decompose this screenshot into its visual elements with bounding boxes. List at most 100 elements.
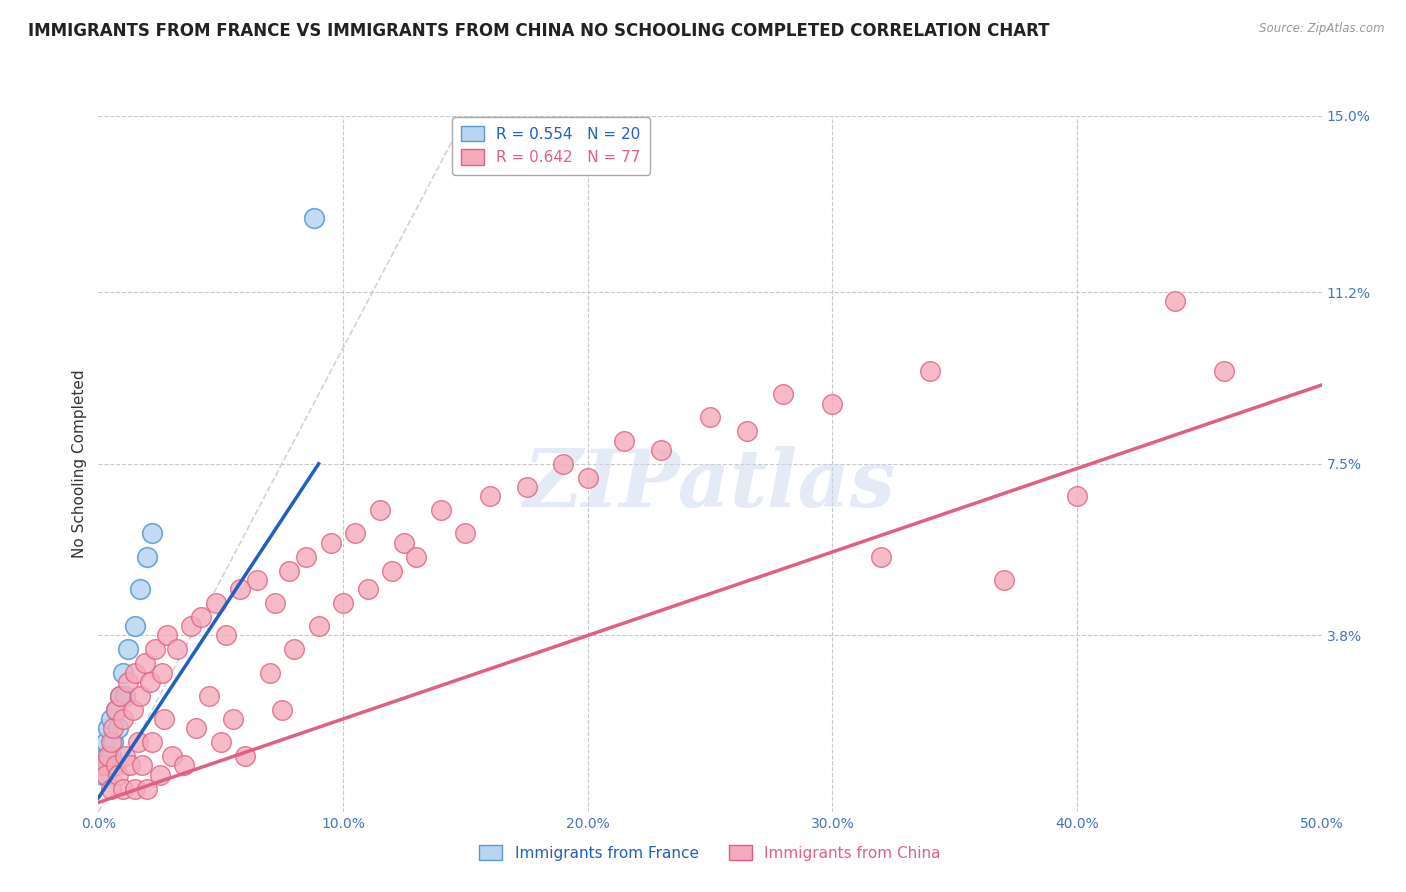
Point: [278, 564, 301, 578]
Point: [107, 721, 129, 735]
Point: [114, 749, 136, 764]
Point: [121, 703, 143, 717]
Point: [90, 758, 112, 772]
Point: [295, 549, 318, 564]
Point: [129, 689, 152, 703]
Point: [97, 721, 120, 735]
Point: [160, 749, 183, 764]
Point: [100, 735, 122, 749]
Point: [131, 758, 153, 772]
Point: [613, 434, 636, 448]
Point: [197, 689, 219, 703]
Point: [699, 410, 721, 425]
Point: [94, 767, 117, 781]
Point: [110, 689, 132, 703]
Point: [356, 582, 378, 596]
Point: [920, 364, 942, 378]
Point: [94, 735, 117, 749]
Point: [478, 489, 501, 503]
Point: [392, 535, 416, 549]
Point: [430, 503, 453, 517]
Point: [190, 610, 212, 624]
Point: [222, 712, 245, 726]
Point: [111, 781, 134, 796]
Point: [129, 582, 152, 596]
Legend: Immigrants from France, Immigrants from China: Immigrants from France, Immigrants from …: [474, 838, 946, 867]
Point: [246, 573, 269, 587]
Text: ZIPatlas: ZIPatlas: [524, 446, 896, 524]
Point: [124, 619, 146, 633]
Point: [104, 703, 127, 717]
Point: [166, 642, 188, 657]
Point: [1164, 294, 1187, 309]
Point: [454, 526, 477, 541]
Point: [111, 712, 134, 726]
Text: Source: ZipAtlas.com: Source: ZipAtlas.com: [1260, 22, 1385, 36]
Point: [233, 749, 256, 764]
Point: [368, 503, 391, 517]
Point: [283, 642, 305, 657]
Point: [143, 642, 166, 657]
Point: [576, 471, 599, 485]
Point: [94, 749, 117, 764]
Point: [101, 721, 124, 735]
Point: [124, 665, 146, 680]
Point: [136, 549, 159, 564]
Point: [97, 758, 120, 772]
Point: [120, 758, 142, 772]
Point: [553, 457, 575, 471]
Point: [214, 628, 236, 642]
Point: [156, 628, 179, 642]
Point: [319, 535, 342, 549]
Point: [270, 703, 294, 717]
Point: [91, 758, 114, 772]
Point: [104, 758, 127, 772]
Point: [180, 619, 202, 633]
Point: [515, 480, 537, 494]
Point: [405, 549, 427, 564]
Point: [1212, 364, 1234, 378]
Point: [229, 582, 252, 596]
Point: [1066, 489, 1088, 503]
Point: [100, 781, 122, 796]
Point: [104, 703, 127, 717]
Point: [139, 674, 162, 689]
Point: [141, 735, 163, 749]
Point: [650, 442, 672, 457]
Point: [772, 387, 794, 401]
Point: [153, 712, 176, 726]
Point: [344, 526, 367, 541]
Point: [302, 211, 325, 225]
Point: [136, 781, 159, 796]
Point: [209, 735, 232, 749]
Point: [186, 721, 208, 735]
Point: [101, 735, 124, 749]
Y-axis label: No Schooling Completed: No Schooling Completed: [72, 369, 87, 558]
Text: IMMIGRANTS FROM FRANCE VS IMMIGRANTS FROM CHINA NO SCHOOLING COMPLETED CORRELATI: IMMIGRANTS FROM FRANCE VS IMMIGRANTS FRO…: [28, 22, 1050, 40]
Point: [107, 767, 129, 781]
Point: [149, 767, 172, 781]
Point: [141, 526, 163, 541]
Point: [205, 596, 228, 610]
Point: [117, 674, 139, 689]
Point: [150, 665, 173, 680]
Point: [124, 781, 146, 796]
Point: [308, 619, 330, 633]
Point: [993, 573, 1015, 587]
Point: [259, 665, 281, 680]
Point: [332, 596, 354, 610]
Point: [114, 689, 136, 703]
Point: [117, 642, 139, 657]
Point: [100, 712, 122, 726]
Point: [110, 689, 132, 703]
Point: [173, 758, 195, 772]
Point: [821, 396, 844, 410]
Point: [134, 657, 156, 671]
Point: [111, 665, 134, 680]
Point: [263, 596, 285, 610]
Point: [870, 549, 893, 564]
Point: [381, 564, 404, 578]
Point: [91, 767, 114, 781]
Point: [127, 735, 149, 749]
Point: [97, 749, 120, 764]
